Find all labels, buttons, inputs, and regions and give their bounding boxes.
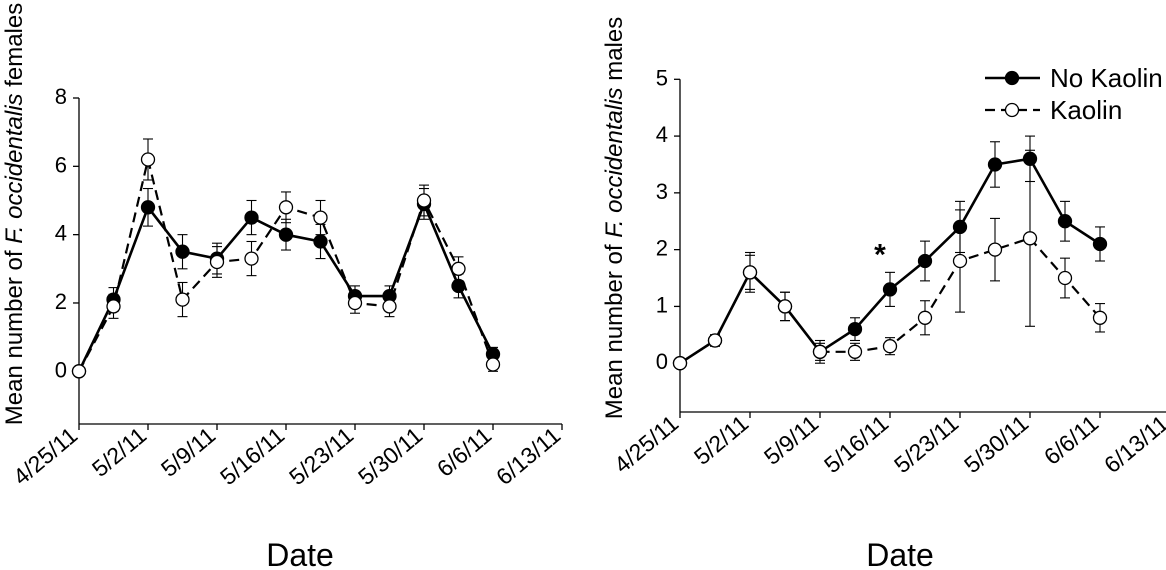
svg-text:Mean number of F. occidentalis: Mean number of F. occidentalis males [601,17,628,419]
svg-text:5/9/11: 5/9/11 [759,410,823,470]
svg-text:8: 8 [55,84,67,109]
svg-text:5/30/11: 5/30/11 [353,422,427,490]
svg-text:4: 4 [656,122,668,147]
svg-text:5: 5 [656,65,668,90]
svg-text:6/13/11: 6/13/11 [1099,410,1166,478]
svg-text:Mean number of F. occidentalis: Mean number of F. occidentalis females [1,3,28,425]
svg-text:6/6/11: 6/6/11 [1039,410,1103,470]
svg-text:3: 3 [656,179,668,204]
svg-text:5/16/11: 5/16/11 [215,422,289,490]
svg-text:4: 4 [55,221,67,246]
svg-text:5/2/11: 5/2/11 [689,410,753,470]
svg-text:5/9/11: 5/9/11 [156,422,220,482]
svg-text:5/16/11: 5/16/11 [819,410,893,478]
svg-text:No Kaolin: No Kaolin [1050,63,1163,93]
svg-text:0: 0 [656,349,668,374]
svg-text:2: 2 [55,289,67,314]
svg-text:5/30/11: 5/30/11 [959,410,1033,478]
svg-text:6/6/11: 6/6/11 [432,422,496,482]
svg-text:6: 6 [55,152,67,177]
svg-text:Kaolin: Kaolin [1050,95,1122,125]
svg-text:5/23/11: 5/23/11 [284,422,358,490]
svg-text:1: 1 [656,292,668,317]
svg-text:5/2/11: 5/2/11 [87,422,151,482]
svg-text:0: 0 [55,357,67,382]
svg-text:6/13/11: 6/13/11 [491,422,565,490]
svg-text:2: 2 [656,236,668,261]
svg-text:4/25/11: 4/25/11 [8,422,82,490]
svg-text:Date: Date [266,537,334,570]
svg-text:*: * [874,238,886,271]
svg-text:5/23/11: 5/23/11 [889,410,963,478]
svg-text:Date: Date [866,537,934,570]
